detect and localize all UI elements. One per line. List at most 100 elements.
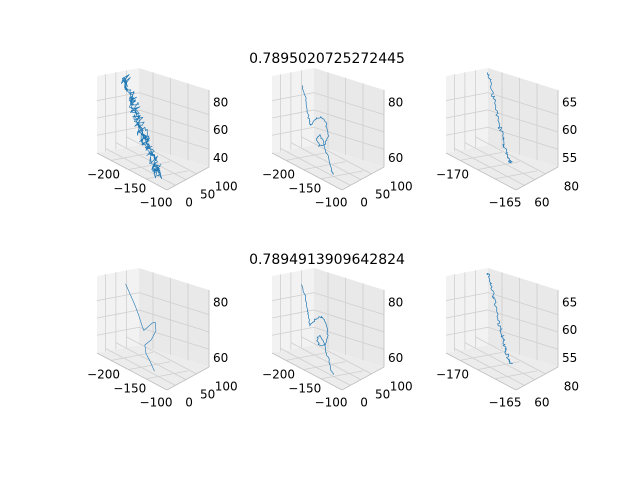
x-axis-edge [271, 352, 343, 391]
x-tick-label: −150 [288, 181, 321, 195]
grid-line-floor-b-0 [280, 348, 351, 386]
back-pane-right [488, 268, 558, 367]
x-tick-label: −170 [436, 368, 469, 382]
z-tick-label: 60 [562, 323, 577, 337]
back-pane-right [139, 68, 209, 167]
grid-line-floor-a-1 [128, 161, 171, 171]
grid-line-floor-a-2 [145, 370, 189, 380]
grid-line-h-0 [271, 126, 385, 150]
grid-line-floor-a-1 [477, 161, 520, 171]
axis-edges [96, 90, 210, 191]
floor-pane [446, 345, 558, 390]
row-title-top: 0.7895020725272445 [249, 51, 405, 67]
x-tick-label: −170 [436, 168, 469, 182]
z-tick-label: 65 [562, 295, 577, 309]
y-tick-label: 100 [215, 179, 238, 193]
grid-line-floor-a-2 [145, 170, 189, 180]
grid-line-floor-b-2 [475, 136, 546, 175]
x-tick-label: −165 [489, 195, 522, 209]
y-tick-label: 50 [200, 188, 215, 202]
y-tick-label: 50 [375, 388, 390, 402]
row-title-bottom: 0.7894913909642824 [249, 252, 405, 268]
subplot-row1-col3: −170 −165 60 80 55 60 65 [436, 68, 579, 210]
z-tick-label: 55 [562, 351, 577, 365]
x-axis-edge [96, 152, 168, 191]
grid-line-floor-a-1 [303, 161, 346, 171]
y-tick-label: 60 [534, 396, 549, 410]
grid-line-floor-a-1 [128, 361, 171, 371]
grid-line-h-1 [445, 309, 559, 333]
grid-line-h-0 [271, 326, 385, 350]
grid-line-floor-a-0 [285, 352, 329, 361]
x-tick-label: −150 [113, 181, 146, 195]
z-tick-label: 60 [213, 123, 228, 137]
trajectory-line [301, 284, 334, 375]
x-tick-label: −100 [140, 395, 173, 409]
grid-line-h-1 [96, 309, 210, 333]
back-pane-right [314, 68, 384, 167]
x-tick-label: −165 [489, 395, 522, 409]
grid-line-h-2 [96, 292, 210, 316]
y-tick-label: 0 [185, 396, 193, 410]
x-tick-label: −150 [288, 381, 321, 395]
floor-pane [272, 145, 384, 190]
axis-edges [445, 90, 559, 191]
back-pane-left [272, 268, 314, 353]
grid-line-floor-a-0 [459, 352, 503, 361]
x-tick-label: −200 [262, 368, 295, 382]
y-tick-label: 50 [375, 188, 390, 202]
y-tick-label: 100 [390, 379, 413, 393]
axis-edges [96, 290, 210, 391]
grid-line-h-0 [96, 326, 210, 350]
x-axis-edge [96, 352, 168, 391]
trajectory-line [121, 74, 162, 180]
z-tick-label: 55 [562, 151, 577, 165]
y-tick-label: 100 [390, 179, 413, 193]
x-tick-label: −100 [315, 195, 348, 209]
grid-line-floor-b-0 [454, 348, 525, 386]
grid-line-h-1 [271, 109, 385, 133]
grid-line-h-0 [445, 126, 559, 150]
x-axis-edge [445, 152, 517, 191]
grid-line-h-2 [96, 92, 210, 116]
y-tick-label: 50 [200, 388, 215, 402]
x-tick-label: −200 [87, 368, 120, 382]
grid-line-floor-b-0 [280, 148, 351, 186]
axis-edges [445, 290, 559, 391]
z-tick-label: 60 [388, 351, 403, 365]
grid-line-floor-a-0 [285, 152, 329, 161]
back-pane-right [139, 268, 209, 367]
floor-pane [446, 145, 558, 190]
z-tick-label: 80 [388, 95, 403, 109]
grid-line-floor-b-2 [301, 136, 372, 175]
grid-line-floor-a-0 [459, 152, 503, 161]
trajectory-line [486, 272, 513, 364]
grid-line-h-2 [445, 292, 559, 316]
grid-line-h-1 [271, 309, 385, 333]
z-tick-label: 80 [213, 95, 228, 109]
y-tick-label: 0 [185, 196, 193, 210]
back-pane-right [488, 68, 558, 167]
grid-line-floor-b-2 [126, 336, 197, 375]
z-tick-label: 60 [388, 151, 403, 165]
x-axis-edge [445, 352, 517, 391]
x-tick-label: −100 [140, 195, 173, 209]
grid-line-h-1 [96, 109, 210, 133]
back-pane-left [272, 68, 314, 153]
grid-lines [445, 70, 559, 186]
y-axis-edge [341, 366, 385, 391]
floor-pane [272, 345, 384, 390]
grid-line-floor-b-2 [475, 336, 546, 375]
y-axis-edge [166, 366, 210, 391]
z-tick-label: 80 [388, 295, 403, 309]
axis-edges [271, 290, 385, 391]
grid-lines [271, 270, 385, 386]
y-tick-label: 80 [564, 379, 579, 393]
trajectory-line [487, 72, 513, 164]
axis-edges [271, 90, 385, 191]
grid-line-floor-a-2 [320, 170, 364, 180]
grid-line-floor-a-2 [320, 370, 364, 380]
